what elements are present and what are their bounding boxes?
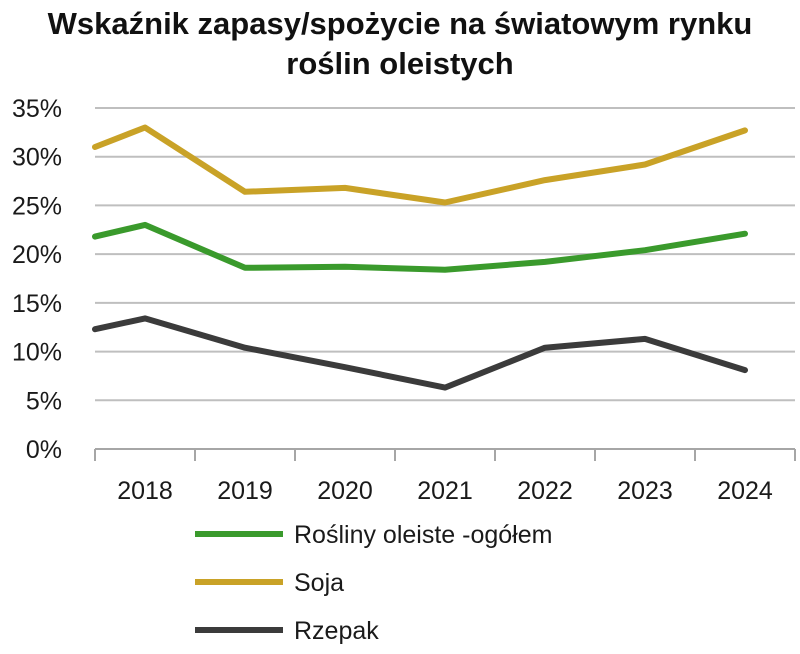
y-tick-label: 25% [12, 192, 62, 220]
legend: Rośliny oleiste -ogółem Soja Rzepak [195, 521, 552, 645]
x-tick-label: 2024 [717, 477, 773, 505]
gridlines [95, 107, 795, 450]
chart-title-line-1: Wskaźnik zapasy/spożycie na światowym ry… [47, 6, 753, 41]
x-axis [94, 448, 796, 461]
y-tick-label: 20% [12, 241, 62, 269]
y-tick-label: 5% [26, 387, 62, 415]
y-tick-label: 10% [12, 339, 62, 367]
y-axis-tick-labels: 0% 5% 10% 15% 20% 25% 30% 35% [12, 95, 62, 464]
legend-label: Rzepak [294, 617, 379, 645]
legend-label: Rośliny oleiste -ogółem [294, 521, 552, 549]
x-tick-label: 2022 [517, 477, 573, 505]
x-tick-label: 2023 [617, 477, 673, 505]
series-lines [92, 124, 748, 391]
y-tick-label: 15% [12, 290, 62, 318]
x-axis-tick-labels: 2018 2019 2020 2021 2022 2023 2024 [117, 477, 773, 505]
x-tick-label: 2018 [117, 477, 173, 505]
y-tick-label: 30% [12, 144, 62, 172]
x-tick-label: 2021 [417, 477, 473, 505]
x-tick-label: 2019 [217, 477, 273, 505]
series-line [92, 221, 748, 273]
y-tick-label: 35% [12, 95, 62, 123]
y-tick-label: 0% [26, 436, 62, 464]
chart-title-line-2: roślin oleistych [286, 46, 514, 81]
series-line [92, 315, 748, 391]
x-tick-label: 2020 [317, 477, 373, 505]
legend-label: Soja [294, 569, 344, 597]
series-line [92, 124, 748, 206]
chart-title: Wskaźnik zapasy/spożycie na światowym ry… [0, 4, 800, 84]
